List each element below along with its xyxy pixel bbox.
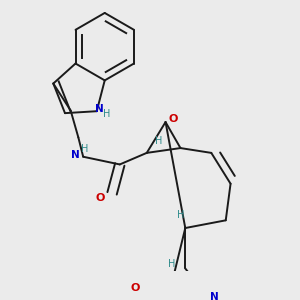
- Text: O: O: [130, 283, 140, 293]
- Text: O: O: [169, 114, 178, 124]
- Text: H: H: [81, 144, 89, 154]
- Text: N: N: [95, 104, 104, 114]
- Text: H: H: [177, 209, 184, 220]
- Text: N: N: [210, 292, 219, 300]
- Text: H: H: [154, 136, 162, 146]
- Text: N: N: [71, 150, 80, 160]
- Text: O: O: [96, 193, 105, 203]
- Text: H: H: [103, 109, 110, 119]
- Text: H: H: [168, 259, 176, 269]
